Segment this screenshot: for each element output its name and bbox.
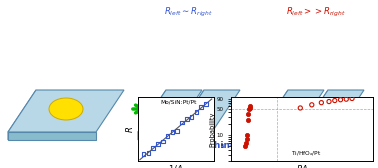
Point — [155, 142, 161, 145]
Y-axis label: $R$: $R$ — [124, 126, 135, 133]
Polygon shape — [8, 132, 96, 140]
Text: $R_\mathit{left}$$>>$$R_\mathit{right}$: $R_\mathit{left}$$>>$$R_\mathit{right}$ — [286, 6, 346, 19]
X-axis label: $RA$: $RA$ — [296, 163, 309, 168]
Point — [248, 105, 254, 108]
Polygon shape — [300, 132, 336, 140]
Polygon shape — [260, 90, 288, 140]
Point — [243, 142, 249, 145]
Ellipse shape — [173, 99, 205, 119]
Point — [160, 140, 166, 143]
Point — [244, 137, 250, 140]
Point — [242, 145, 248, 148]
Text: Filamentary Switching: Filamentary Switching — [259, 141, 373, 150]
Point — [203, 103, 209, 106]
Text: Ti/HfO$_\mathit{x}$/Pt: Ti/HfO$_\mathit{x}$/Pt — [291, 149, 321, 158]
Polygon shape — [300, 90, 364, 132]
Polygon shape — [8, 90, 124, 132]
Point — [326, 100, 332, 103]
Polygon shape — [138, 90, 202, 132]
Point — [318, 101, 324, 104]
Point — [297, 107, 303, 109]
Point — [189, 116, 195, 118]
Point — [174, 130, 180, 132]
Point — [146, 152, 152, 155]
X-axis label: $1/A$: $1/A$ — [168, 163, 183, 168]
Text: Uniform Switching: Uniform Switching — [142, 141, 236, 150]
Point — [198, 106, 204, 108]
Point — [245, 119, 251, 121]
Point — [169, 131, 175, 134]
Point — [349, 97, 355, 100]
Point — [332, 99, 338, 102]
Polygon shape — [176, 90, 240, 132]
Point — [246, 107, 252, 110]
Point — [141, 152, 147, 155]
Polygon shape — [260, 132, 296, 140]
Point — [245, 113, 251, 116]
Ellipse shape — [49, 98, 83, 120]
Polygon shape — [176, 90, 204, 140]
Text: Mo/SiN:Pt/Pt: Mo/SiN:Pt/Pt — [161, 100, 197, 105]
Ellipse shape — [309, 98, 343, 119]
Polygon shape — [138, 132, 174, 140]
Polygon shape — [300, 90, 328, 140]
Point — [164, 135, 170, 138]
Point — [150, 147, 156, 150]
Point — [245, 134, 251, 136]
Point — [309, 103, 315, 106]
Text: $R_\mathit{left}$$\sim$$R_\mathit{right}$: $R_\mathit{left}$$\sim$$R_\mathit{right}… — [164, 6, 214, 19]
Point — [247, 106, 253, 109]
Polygon shape — [8, 90, 36, 140]
Polygon shape — [176, 132, 212, 140]
Y-axis label: Probability: Probability — [209, 112, 215, 147]
Point — [338, 98, 344, 101]
Polygon shape — [138, 90, 166, 140]
Polygon shape — [260, 90, 324, 132]
Point — [179, 121, 185, 124]
Point — [343, 98, 349, 100]
Point — [194, 111, 200, 114]
Point — [184, 118, 190, 120]
